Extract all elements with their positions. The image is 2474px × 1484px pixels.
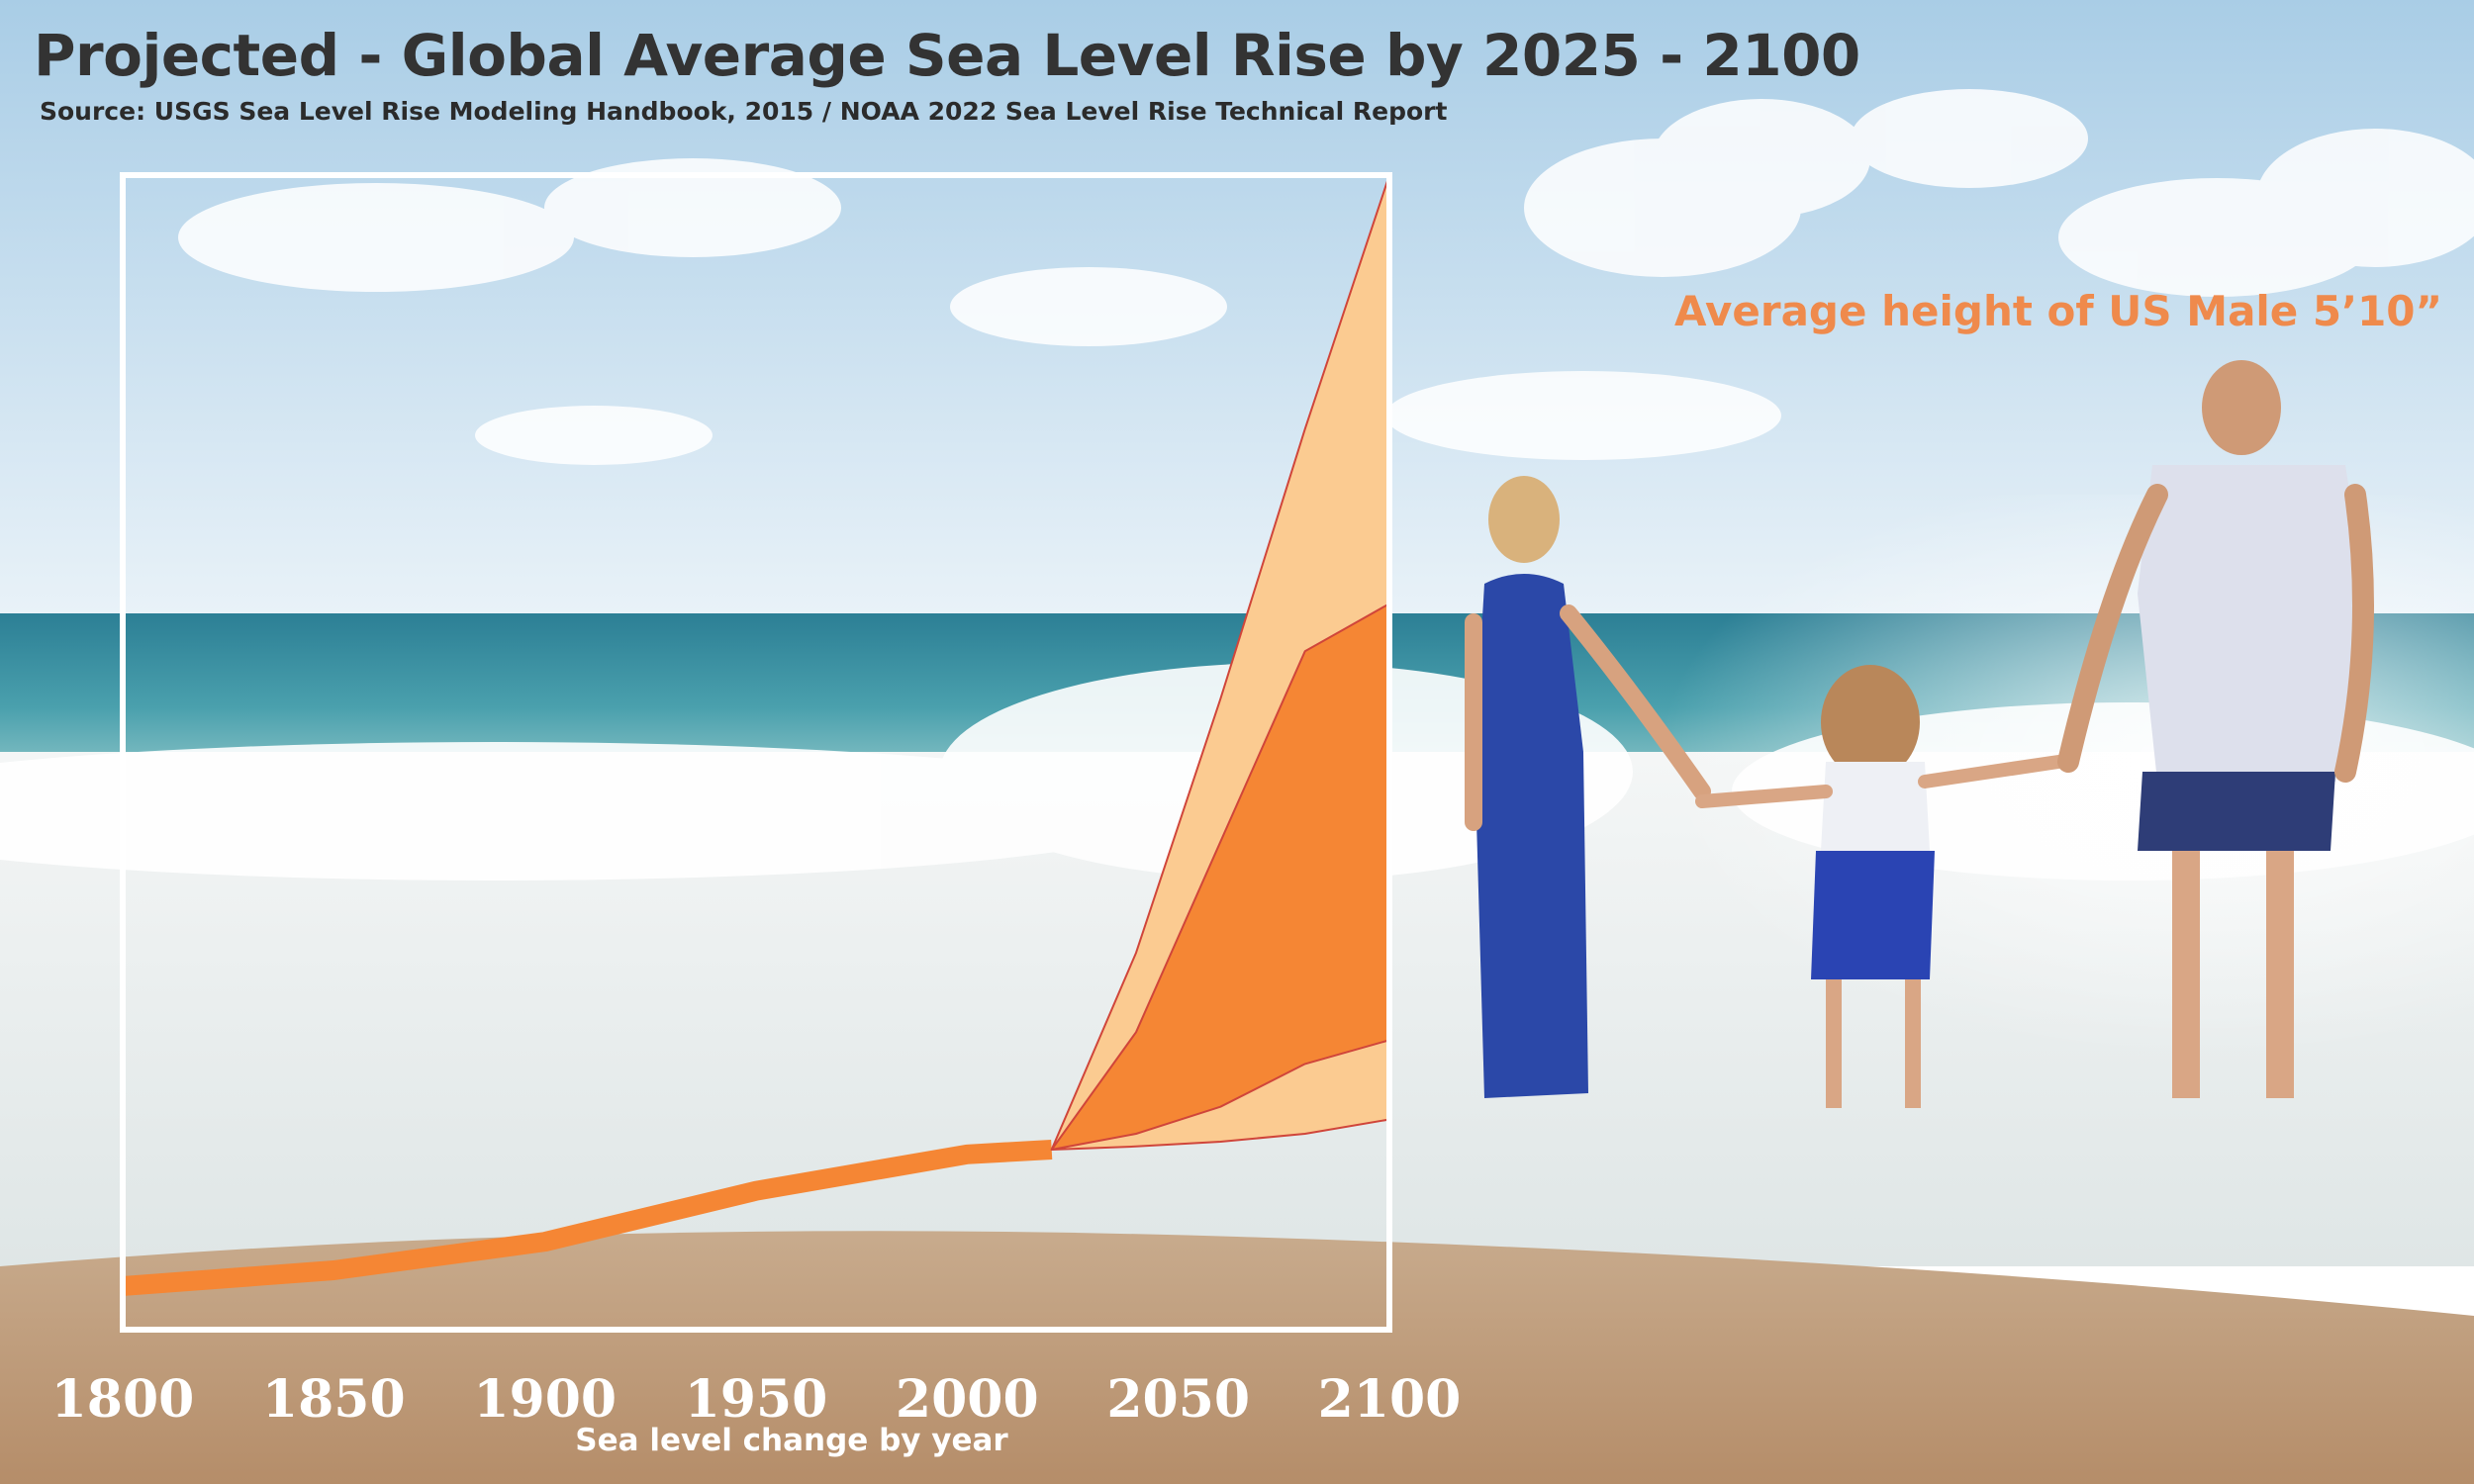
x-axis-ticks: 1800 1850 1900 1950 2000 2050 2100 <box>51 1369 1462 1430</box>
x-tick-label: 1800 <box>51 1369 195 1430</box>
x-tick-label: 1900 <box>473 1369 617 1430</box>
x-tick-label: 1850 <box>262 1369 406 1430</box>
chart-subtitle: Source: USGS Sea Level Rise Modeling Han… <box>40 97 1448 126</box>
x-tick-label: 2050 <box>1106 1369 1250 1430</box>
plot-area <box>122 174 1390 1296</box>
x-tick-label: 1950 <box>685 1369 828 1430</box>
average-height-annotation: Average height of US Male 5’10” <box>1674 287 2443 335</box>
chart-title: Projected - Global Average Sea Level Ris… <box>34 22 1860 89</box>
chart-frame <box>120 172 1392 1333</box>
clouds <box>178 89 2474 465</box>
x-axis-label: Sea level change by year <box>575 1423 1008 1458</box>
family-figures <box>1465 360 2374 1108</box>
x-tick-label: 2100 <box>1318 1369 1462 1430</box>
historical-sea-level-line <box>122 1140 1053 1296</box>
x-tick-label: 2000 <box>896 1369 1039 1430</box>
